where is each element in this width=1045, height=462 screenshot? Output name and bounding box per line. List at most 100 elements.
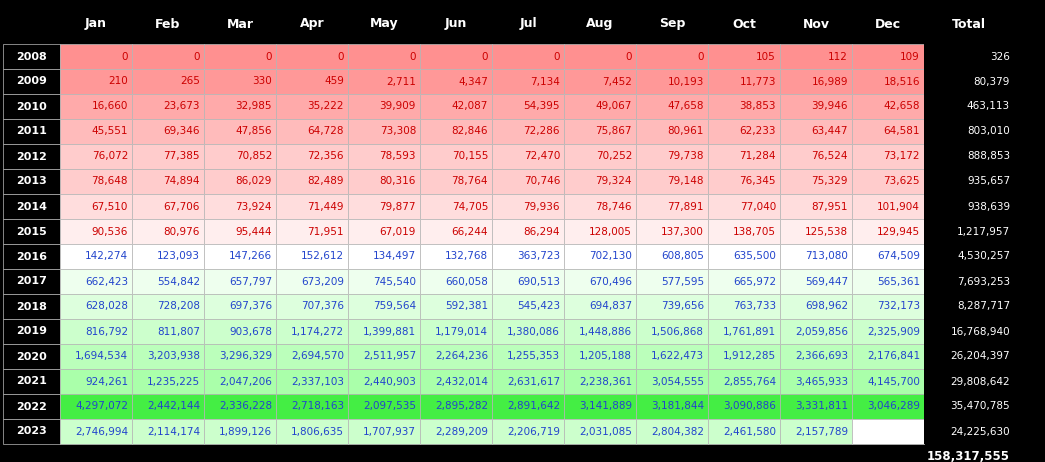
Text: Jul: Jul bbox=[519, 18, 537, 30]
Text: 1,255,353: 1,255,353 bbox=[507, 352, 560, 361]
Text: 2,337,103: 2,337,103 bbox=[291, 377, 344, 387]
Text: 70,155: 70,155 bbox=[451, 152, 488, 162]
Text: 0: 0 bbox=[265, 51, 272, 61]
Text: 16,989: 16,989 bbox=[812, 77, 847, 86]
Text: 3,203,938: 3,203,938 bbox=[147, 352, 200, 361]
Text: 79,324: 79,324 bbox=[596, 176, 632, 187]
Text: 147,266: 147,266 bbox=[229, 251, 272, 261]
Text: 76,072: 76,072 bbox=[92, 152, 127, 162]
Text: 73,172: 73,172 bbox=[883, 152, 920, 162]
Text: Jun: Jun bbox=[445, 18, 467, 30]
Text: 2,206,719: 2,206,719 bbox=[507, 426, 560, 437]
Text: 77,891: 77,891 bbox=[668, 201, 704, 212]
Text: 105: 105 bbox=[757, 51, 776, 61]
Text: 924,261: 924,261 bbox=[85, 377, 127, 387]
Text: 23,673: 23,673 bbox=[163, 102, 200, 111]
Text: 1,448,886: 1,448,886 bbox=[579, 327, 632, 336]
Text: 2,746,994: 2,746,994 bbox=[75, 426, 127, 437]
Text: 673,209: 673,209 bbox=[301, 276, 344, 286]
Text: 129,945: 129,945 bbox=[877, 226, 920, 237]
Text: 35,470,785: 35,470,785 bbox=[950, 401, 1011, 412]
Text: 2,289,209: 2,289,209 bbox=[435, 426, 488, 437]
Text: 62,233: 62,233 bbox=[740, 127, 776, 136]
Text: 3,465,933: 3,465,933 bbox=[795, 377, 847, 387]
Text: 2014: 2014 bbox=[16, 201, 47, 212]
Text: 87,951: 87,951 bbox=[812, 201, 847, 212]
Text: 95,444: 95,444 bbox=[235, 226, 272, 237]
Text: 2020: 2020 bbox=[16, 352, 47, 361]
Text: 628,028: 628,028 bbox=[85, 302, 127, 311]
Text: 4,145,700: 4,145,700 bbox=[867, 377, 920, 387]
Text: 78,593: 78,593 bbox=[379, 152, 416, 162]
Text: 69,346: 69,346 bbox=[163, 127, 200, 136]
Text: 265: 265 bbox=[180, 77, 200, 86]
Text: 2013: 2013 bbox=[16, 176, 47, 187]
Text: 569,447: 569,447 bbox=[805, 276, 847, 286]
Text: 45,551: 45,551 bbox=[92, 127, 127, 136]
Text: 74,705: 74,705 bbox=[451, 201, 488, 212]
Text: 662,423: 662,423 bbox=[85, 276, 127, 286]
Text: 32,985: 32,985 bbox=[235, 102, 272, 111]
Text: 79,738: 79,738 bbox=[668, 152, 704, 162]
Text: 2,325,909: 2,325,909 bbox=[867, 327, 920, 336]
Text: 2,047,206: 2,047,206 bbox=[219, 377, 272, 387]
Text: 0: 0 bbox=[554, 51, 560, 61]
Text: 3,046,289: 3,046,289 bbox=[867, 401, 920, 412]
Text: 70,852: 70,852 bbox=[235, 152, 272, 162]
Text: 2008: 2008 bbox=[16, 51, 47, 61]
Text: 759,564: 759,564 bbox=[373, 302, 416, 311]
Text: 109: 109 bbox=[900, 51, 920, 61]
Text: 698,962: 698,962 bbox=[805, 302, 847, 311]
Text: 732,173: 732,173 bbox=[877, 302, 920, 311]
Text: 2011: 2011 bbox=[16, 127, 47, 136]
Text: 72,470: 72,470 bbox=[524, 152, 560, 162]
Text: 77,040: 77,040 bbox=[740, 201, 776, 212]
Text: 660,058: 660,058 bbox=[445, 276, 488, 286]
Text: 7,452: 7,452 bbox=[602, 77, 632, 86]
Text: 577,595: 577,595 bbox=[660, 276, 704, 286]
Text: 608,805: 608,805 bbox=[661, 251, 704, 261]
Text: 702,130: 702,130 bbox=[589, 251, 632, 261]
Text: 1,235,225: 1,235,225 bbox=[147, 377, 200, 387]
Text: 78,648: 78,648 bbox=[92, 176, 127, 187]
Text: 2,891,642: 2,891,642 bbox=[507, 401, 560, 412]
Text: 1,694,534: 1,694,534 bbox=[75, 352, 127, 361]
Text: 2,264,236: 2,264,236 bbox=[435, 352, 488, 361]
Text: 71,284: 71,284 bbox=[740, 152, 776, 162]
Text: 67,706: 67,706 bbox=[164, 201, 200, 212]
Text: 42,658: 42,658 bbox=[883, 102, 920, 111]
Text: 2010: 2010 bbox=[16, 102, 47, 111]
Text: 128,005: 128,005 bbox=[589, 226, 632, 237]
Text: 592,381: 592,381 bbox=[445, 302, 488, 311]
Text: 816,792: 816,792 bbox=[85, 327, 127, 336]
Text: 903,678: 903,678 bbox=[229, 327, 272, 336]
Text: 2022: 2022 bbox=[16, 401, 47, 412]
Text: Total: Total bbox=[952, 18, 986, 30]
Text: 763,733: 763,733 bbox=[733, 302, 776, 311]
Text: 137,300: 137,300 bbox=[661, 226, 704, 237]
Text: 1,622,473: 1,622,473 bbox=[651, 352, 704, 361]
Text: 152,612: 152,612 bbox=[301, 251, 344, 261]
Text: 18,516: 18,516 bbox=[883, 77, 920, 86]
Text: 71,951: 71,951 bbox=[307, 226, 344, 237]
Text: 363,723: 363,723 bbox=[517, 251, 560, 261]
Text: 3,331,811: 3,331,811 bbox=[795, 401, 847, 412]
Text: 72,356: 72,356 bbox=[307, 152, 344, 162]
Text: 657,797: 657,797 bbox=[229, 276, 272, 286]
Text: 80,316: 80,316 bbox=[379, 176, 416, 187]
Text: 2,804,382: 2,804,382 bbox=[651, 426, 704, 437]
Text: 745,540: 745,540 bbox=[373, 276, 416, 286]
Text: 4,297,072: 4,297,072 bbox=[75, 401, 127, 412]
Text: 2016: 2016 bbox=[16, 251, 47, 261]
Text: 63,447: 63,447 bbox=[812, 127, 847, 136]
Text: 2,442,144: 2,442,144 bbox=[147, 401, 200, 412]
Text: 811,807: 811,807 bbox=[157, 327, 200, 336]
Text: 2012: 2012 bbox=[16, 152, 47, 162]
Text: 210: 210 bbox=[109, 77, 127, 86]
Text: 565,361: 565,361 bbox=[877, 276, 920, 286]
Text: 142,274: 142,274 bbox=[85, 251, 127, 261]
Text: 132,768: 132,768 bbox=[445, 251, 488, 261]
Text: 1,806,635: 1,806,635 bbox=[291, 426, 344, 437]
Text: 71,449: 71,449 bbox=[307, 201, 344, 212]
Text: 29,808,642: 29,808,642 bbox=[950, 377, 1011, 387]
